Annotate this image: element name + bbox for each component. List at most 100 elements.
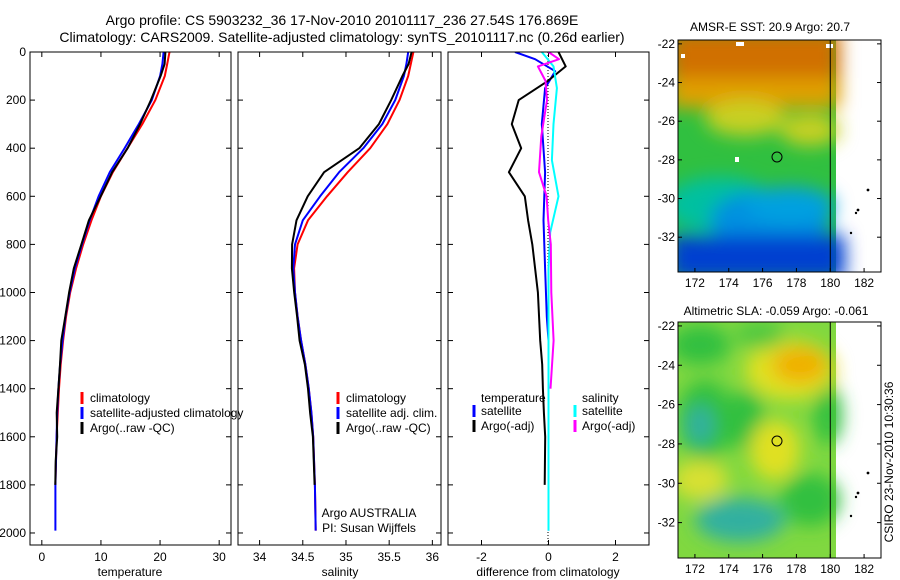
sla-teal-2	[695, 498, 785, 542]
y-tick-label: -32	[658, 516, 676, 530]
sla-map-axes: 172 174 176 178 180 182 -22 -24 -26 -28 -30 -32	[658, 319, 881, 576]
island	[856, 208, 860, 212]
y-tick-label: 1200	[0, 334, 26, 348]
x-tick-label: 35.5	[377, 550, 401, 564]
y-tick-label: 1000	[0, 285, 26, 299]
salinity-frame	[237, 51, 442, 546]
salinity-xlabel: salinity	[322, 565, 359, 579]
sst-map-axes: 172 174 176 178 180 182 -22 -24 -26 -28 -30 -32	[658, 37, 881, 290]
sst-yellow-tongue	[705, 100, 785, 136]
x-tick-label: 182	[854, 276, 874, 290]
figure-title-line1: Argo profile: CS 5903232_36 17-Nov-2010 …	[106, 12, 579, 28]
x-tick-label: 10	[94, 550, 108, 564]
legend-sal-argo-label: Argo(-adj)	[582, 419, 635, 433]
series-line-salinity-argo-adj-	[536, 52, 560, 389]
y-tick-label: 1600	[0, 430, 26, 444]
sla-teal-1	[686, 405, 714, 445]
temperature-legend: climatology satellite-adjusted climatolo…	[80, 391, 243, 435]
x-tick-label: 180	[820, 562, 840, 576]
sst-cold-band	[678, 235, 845, 272]
y-tick-label: -32	[658, 230, 676, 244]
series-line-argo-raw-qc-	[290, 52, 413, 485]
x-tick-label: 34	[253, 550, 267, 564]
salinity-axes: 34 34.5 35 35.5 36	[238, 51, 441, 564]
legend-argo-label: Argo(..raw -QC)	[90, 421, 175, 435]
sst-map-panel: AMSR-E SST: 20.9 Argo: 20.7	[658, 20, 882, 290]
sla-field	[678, 322, 842, 558]
sst-islands	[849, 188, 870, 235]
sst-noise-pixel	[735, 157, 739, 162]
series-line-salinity-satellite	[541, 52, 560, 531]
temperature-xlabel: temperature	[98, 565, 163, 579]
legend-climatology-label: climatology	[90, 391, 150, 405]
legend-argo-label: Argo(..raw -QC)	[346, 421, 431, 435]
x-tick-label: 178	[786, 562, 806, 576]
legend-sal-satellite-label: satellite	[582, 404, 623, 418]
y-tick-label: 200	[6, 93, 26, 107]
credit-institution: Argo AUSTRALIA	[322, 506, 417, 520]
difference-legend: temperature satellite Argo(-adj) salinit…	[472, 391, 635, 433]
argo-position-marker	[771, 151, 783, 163]
x-tick-label: 35	[339, 550, 353, 564]
y-tick-label: 2000	[0, 526, 26, 540]
sst-cold-blob	[745, 187, 835, 223]
salinity-lines	[290, 52, 415, 531]
island	[856, 491, 860, 495]
legend-satellite-label: satellite adj. clim.	[346, 406, 437, 420]
sla-green-5	[735, 322, 785, 349]
y-tick-label: -22	[658, 37, 676, 51]
sla-orange-1	[772, 347, 828, 383]
y-tick-label: -28	[658, 437, 676, 451]
y-tick-label: 1400	[0, 382, 26, 396]
y-tick-label: -24	[658, 358, 676, 372]
series-line-temperature-argo-adj-	[507, 52, 567, 485]
y-tick-label: 600	[6, 189, 26, 203]
legend-temp-argo-label: Argo(-adj)	[481, 419, 534, 433]
x-tick-label: 30	[212, 550, 226, 564]
x-tick-label: 174	[719, 276, 739, 290]
island	[866, 188, 870, 192]
sst-noise-pixel	[826, 44, 833, 48]
y-tick-label: -28	[658, 153, 676, 167]
x-tick-label: 174	[719, 562, 739, 576]
argo-position-marker	[771, 435, 783, 447]
sst-yellow-tongue-2	[780, 114, 840, 146]
sla-teal-3	[814, 385, 842, 445]
island	[866, 471, 870, 475]
difference-panel: -2 0 2 difference from climatology tempera…	[447, 51, 650, 579]
figure-title-line2: Climatology: CARS2009. Satellite-adjuste…	[59, 29, 624, 45]
credit-pi: PI: Susan Wijffels	[322, 521, 416, 535]
island	[849, 231, 853, 235]
y-tick-label: -30	[658, 192, 676, 206]
series-line-satellite-adj-clim-	[292, 52, 410, 531]
legend-salinity-heading: salinity	[582, 391, 619, 405]
salinity-legend: climatology satellite adj. clim. Argo(..…	[336, 391, 437, 435]
side-stamp: CSIRO 23-Nov-2010 10:30:36	[882, 381, 896, 542]
temperature-panel: 0 10 20 30 0 200 400 600 800 1000 1200 1400 1600 1800…	[0, 45, 243, 579]
x-tick-label: 172	[685, 276, 705, 290]
x-tick-label: 2	[612, 550, 619, 564]
sla-yellow-3	[678, 460, 728, 500]
sst-map-title: AMSR-E SST: 20.9 Argo: 20.7	[690, 20, 850, 34]
sla-map-title: Altimetric SLA: -0.059 Argo: -0.061	[684, 304, 869, 318]
y-tick-label: -24	[658, 76, 676, 90]
sst-noise-pixel	[681, 54, 685, 58]
island	[849, 514, 853, 518]
legend-satellite-label: satellite-adjusted climatology	[90, 406, 243, 420]
salinity-panel: 34 34.5 35 35.5 36 salinity climatology sate…	[237, 51, 442, 579]
y-tick-label: 800	[6, 237, 26, 251]
series-line-satellite-adjusted-climatology	[54, 52, 165, 531]
y-tick-label: -22	[658, 319, 676, 333]
x-tick-label: 176	[753, 276, 773, 290]
x-tick-label: 36	[426, 550, 440, 564]
legend-temperature-heading: temperature	[481, 391, 546, 405]
difference-xlabel: difference from climatology	[476, 565, 619, 579]
x-tick-label: 176	[753, 562, 773, 576]
y-tick-label: -30	[658, 476, 676, 490]
x-tick-label: 20	[153, 550, 167, 564]
x-tick-label: -2	[476, 550, 487, 564]
x-tick-label: 182	[854, 562, 874, 576]
x-tick-label: 34.5	[291, 550, 315, 564]
sla-map-panel: Altimetric SLA: -0.059 Argo: -0.061	[658, 304, 882, 576]
